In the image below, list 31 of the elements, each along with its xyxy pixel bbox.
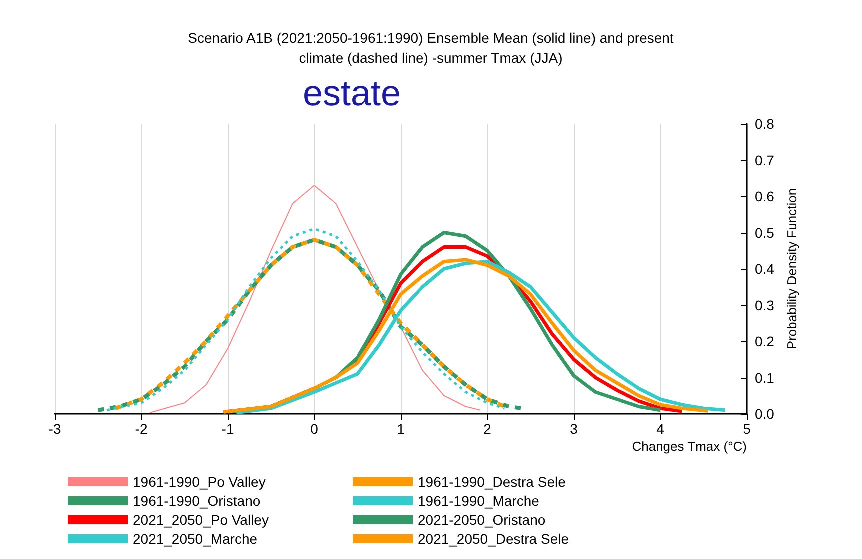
legend-label: 2021-2050_Oristano bbox=[418, 512, 546, 528]
y-tick-label: 0.3 bbox=[755, 297, 775, 314]
y-tick-label: 0.8 bbox=[755, 116, 775, 132]
y-tick-label: 0.1 bbox=[755, 370, 775, 386]
x-tick-label: -2 bbox=[135, 421, 148, 437]
legend-label: 2021_2050_Destra Sele bbox=[418, 531, 570, 547]
y-tick-label: 0.7 bbox=[755, 152, 775, 168]
y-tick-label: 0.2 bbox=[755, 334, 775, 350]
legend-label: 1961-1990_Destra Sele bbox=[418, 474, 566, 490]
y-tick-label: 0.6 bbox=[755, 188, 775, 204]
y-tick-label: 0.5 bbox=[755, 224, 775, 241]
y-tick-label: 0.0 bbox=[755, 406, 775, 422]
legend-label: 1961-1990_Oristano bbox=[133, 493, 261, 509]
chart-subtitle: estate bbox=[303, 72, 402, 114]
x-tick-label: 5 bbox=[743, 421, 752, 437]
y-tick-label: 0.4 bbox=[755, 261, 775, 277]
legend-label: 2021_2050_Marche bbox=[133, 531, 258, 547]
x-tick-label: 4 bbox=[656, 421, 665, 437]
x-tick-label: 1 bbox=[397, 421, 406, 437]
x-tick-label: 0 bbox=[310, 421, 319, 437]
legend-label: 1961-1990_Marche bbox=[418, 493, 540, 509]
line-series bbox=[150, 185, 482, 414]
x-axis-title: Changes Tmax (°C) bbox=[632, 439, 747, 454]
legend-label: 1961-1990_Po Valley bbox=[133, 474, 266, 490]
legend-label: 2021_2050_Po Valley bbox=[133, 512, 269, 528]
x-tick-label: 2 bbox=[484, 421, 492, 437]
x-tick-label: 3 bbox=[570, 421, 578, 437]
x-tick-label: -1 bbox=[222, 421, 234, 437]
chart-title: Scenario A1B (2021:2050-1961:1990) Ensemble Mean (solid line) and present climate (dashed line) -summer Tmax (JJA) bbox=[188, 30, 674, 66]
y-axis-title: Probability Density Function bbox=[784, 188, 800, 350]
x-tick-label: -3 bbox=[48, 421, 62, 437]
